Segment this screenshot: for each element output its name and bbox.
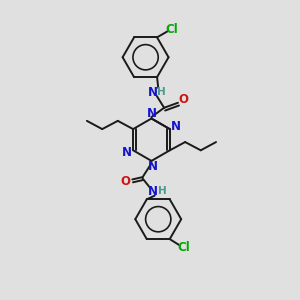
- Text: N: N: [122, 146, 132, 159]
- Text: N: N: [148, 185, 158, 198]
- Text: Cl: Cl: [165, 23, 178, 36]
- Text: O: O: [178, 93, 188, 106]
- Text: N: N: [148, 86, 158, 99]
- Text: N: N: [146, 107, 157, 120]
- Text: H: H: [158, 186, 167, 196]
- Text: O: O: [121, 175, 131, 188]
- Text: N: N: [148, 160, 158, 173]
- Text: H: H: [158, 87, 166, 97]
- Text: N: N: [171, 120, 181, 133]
- Text: Cl: Cl: [178, 242, 190, 254]
